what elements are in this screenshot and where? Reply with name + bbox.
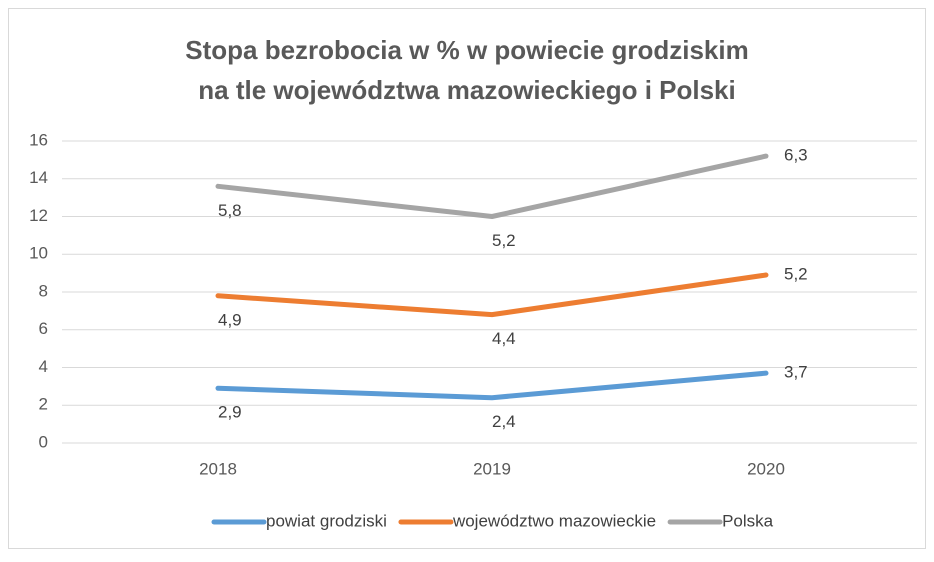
data-label: 2,9 xyxy=(218,403,242,422)
data-label: 4,4 xyxy=(492,329,516,348)
y-tick-label: 4 xyxy=(39,357,48,376)
y-tick-label: 8 xyxy=(39,281,48,300)
y-tick-label: 10 xyxy=(29,244,48,263)
legend-label: powiat grodziski xyxy=(266,511,387,530)
y-tick-label: 14 xyxy=(29,168,48,187)
data-label: 5,2 xyxy=(784,264,808,283)
y-tick-label: 2 xyxy=(39,395,48,414)
series-line xyxy=(215,153,769,219)
data-label: 2,4 xyxy=(492,412,516,431)
chart-border xyxy=(8,8,926,549)
x-tick-label: 2018 xyxy=(199,459,237,478)
data-label: 6,3 xyxy=(784,146,808,165)
data-label: 5,8 xyxy=(218,201,242,220)
data-label: 3,7 xyxy=(784,363,808,382)
legend-label: województwo mazowieckie xyxy=(452,511,656,530)
y-tick-label: 16 xyxy=(29,130,48,149)
y-tick-label: 12 xyxy=(29,206,48,225)
series-line xyxy=(215,272,769,318)
x-tick-label: 2020 xyxy=(747,459,785,478)
series-line xyxy=(215,370,769,401)
data-label: 4,9 xyxy=(218,310,242,329)
y-tick-label: 6 xyxy=(39,319,48,338)
data-label: 5,2 xyxy=(492,231,516,250)
chart-title: na tle województwa mazowieckiego i Polsk… xyxy=(198,75,735,105)
legend-label: Polska xyxy=(722,511,774,530)
y-tick-label: 0 xyxy=(39,432,48,451)
chart-title: Stopa bezrobocia w % w powiecie grodzisk… xyxy=(185,35,748,65)
x-tick-label: 2019 xyxy=(473,459,511,478)
